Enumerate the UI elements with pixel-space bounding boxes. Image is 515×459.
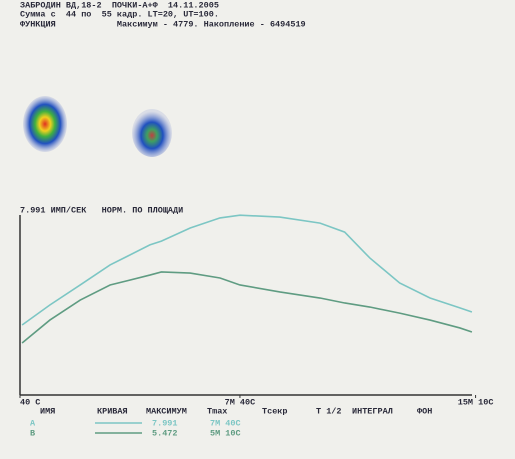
x-tick-label: 15М 10С: [458, 397, 494, 407]
table-header: ФОН: [417, 406, 432, 416]
background: [0, 0, 515, 459]
kidney-image: [23, 96, 67, 152]
table-header: ИМЯ: [40, 406, 55, 416]
table-header: КРИВАЯ: [97, 406, 128, 416]
row-name: B: [30, 428, 35, 438]
table-header: T 1/2: [316, 406, 342, 416]
row-name: A: [30, 418, 36, 428]
row-tmax: 5М 10С: [210, 428, 241, 438]
header-line: Сумма с 44 по 55 кадр. LT=20, UT=100.: [20, 9, 219, 19]
row-max: 5.472: [152, 428, 178, 438]
table-header: Tсекр: [262, 406, 288, 416]
row-tmax: 7М 40С: [210, 418, 241, 428]
header-line: ФУНКЦИЯ Максимум - 4779. Накопление - 64…: [20, 19, 306, 29]
table-header: ИНТЕГРАЛ: [352, 406, 393, 416]
row-max: 7.991: [152, 418, 178, 428]
table-header: Tmax: [207, 406, 227, 416]
renogram-screen: ЗАБРОДИН ВД,18-2 ПОЧКИ-А+Ф 14.11.2005 Су…: [0, 0, 515, 459]
kidney-image: [132, 109, 172, 157]
x-tick-label: 40 С: [20, 397, 40, 407]
x-tick-label: 7М 40С: [225, 397, 256, 407]
chart-subtitle: 7.991 ИМП/СЕК НОРМ. ПО ПЛОЩАДИ: [20, 205, 183, 215]
table-header: МАКСИМУМ: [146, 406, 187, 416]
